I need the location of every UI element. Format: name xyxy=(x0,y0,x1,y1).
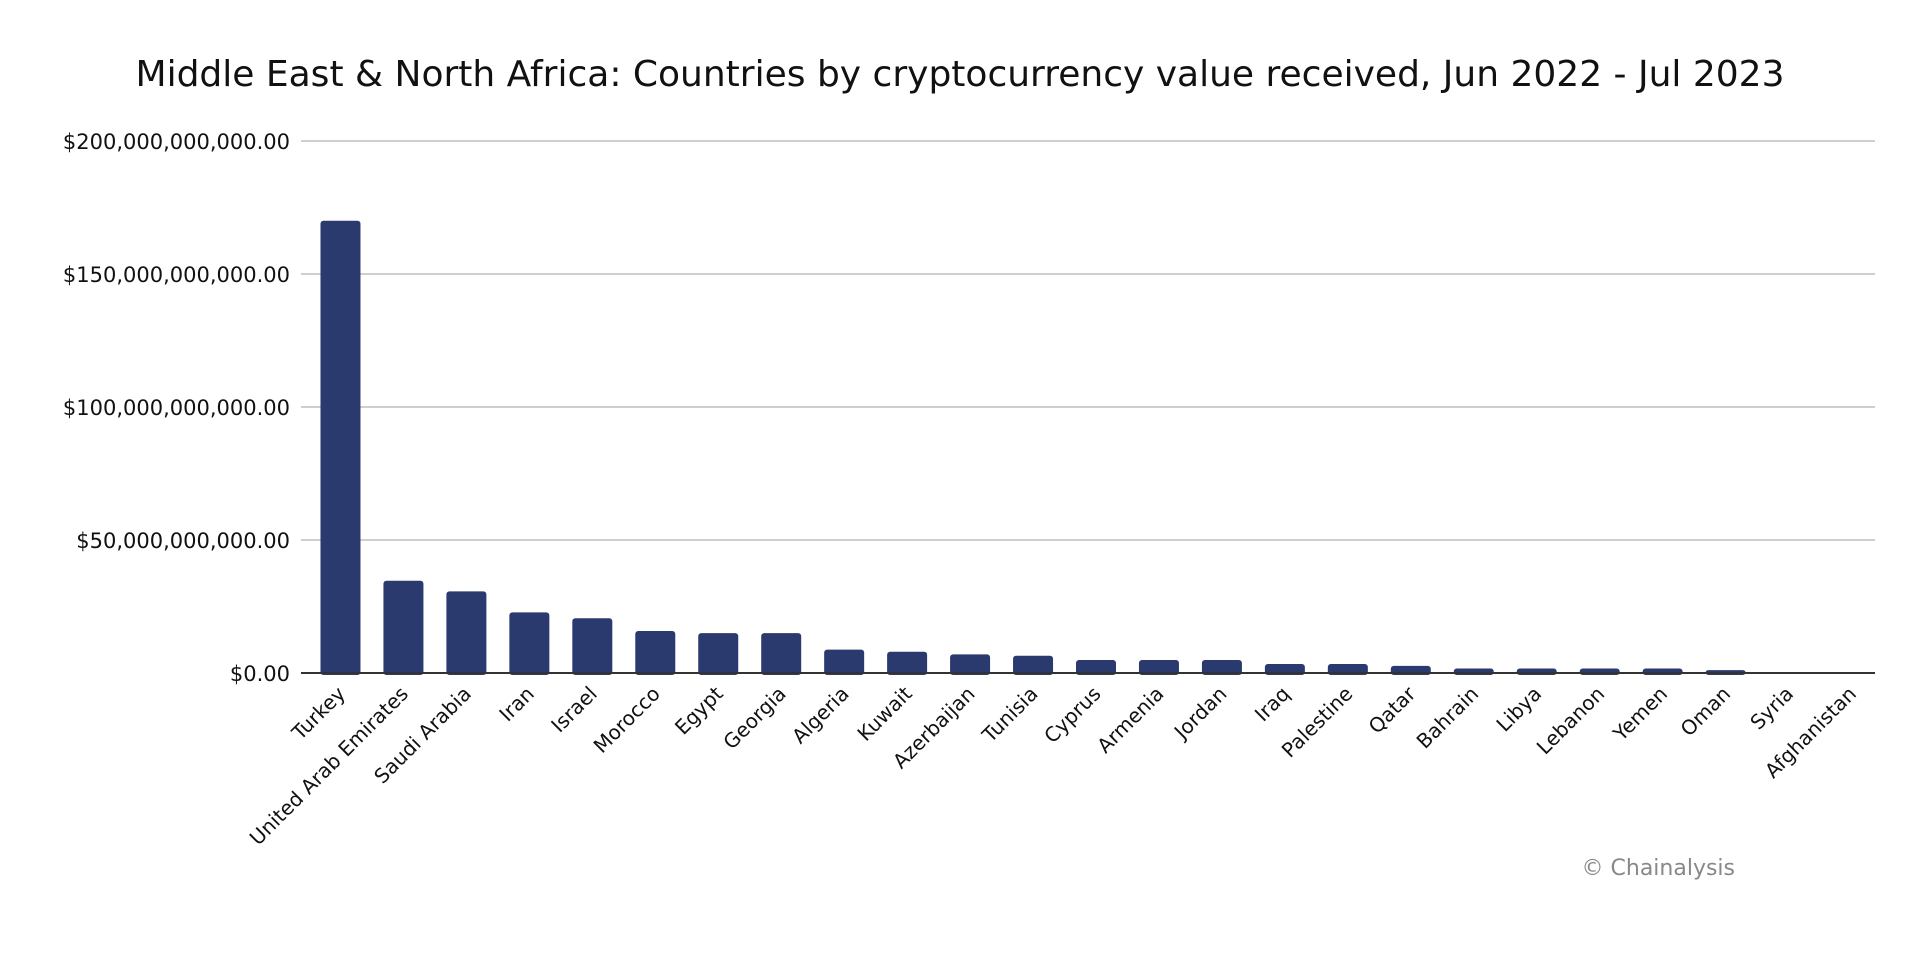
x-tick-label: Oman xyxy=(1676,682,1736,742)
x-tick-label: Armenia xyxy=(1092,682,1168,758)
x-tick-label: Georgia xyxy=(718,682,790,754)
bar-cyprus xyxy=(1076,659,1116,675)
x-tick-label: Jordan xyxy=(1168,682,1231,745)
y-tick-label: $200,000,000,000.00 xyxy=(63,130,290,154)
y-tick-label: $100,000,000,000.00 xyxy=(63,396,290,420)
bar-kuwait xyxy=(887,651,928,675)
bar-lebanon xyxy=(1579,668,1620,675)
x-tick-label: Syria xyxy=(1745,682,1798,735)
chainalysis-credit: © Chainalysis xyxy=(1582,856,1735,881)
bar-turkey xyxy=(320,220,361,676)
bars xyxy=(320,220,1746,676)
bar-azerbaijan xyxy=(950,654,991,675)
bar-united-arab-emirates xyxy=(383,580,424,675)
chart-title: Middle East & North Africa: Countries by… xyxy=(136,54,1785,95)
bar-algeria xyxy=(824,649,865,675)
y-tick-label: $50,000,000,000.00 xyxy=(76,529,290,553)
bar-tunisia xyxy=(1013,655,1054,675)
bar-bahrain xyxy=(1453,668,1494,675)
x-tick-label: Tunisia xyxy=(977,682,1043,748)
bar-israel xyxy=(572,618,613,675)
bar-iran xyxy=(509,612,550,675)
bar-libya xyxy=(1516,668,1557,675)
x-tick-label: Israel xyxy=(546,682,602,738)
gridlines xyxy=(301,140,1875,674)
bar-egypt xyxy=(698,633,739,675)
bar-jordan xyxy=(1201,659,1242,675)
x-tick-label: Algeria xyxy=(787,682,854,749)
bar-armenia xyxy=(1138,659,1179,675)
bar-morocco xyxy=(635,630,676,675)
x-tick-label: Libya xyxy=(1491,682,1546,737)
x-tick-label: Iraq xyxy=(1250,682,1295,727)
x-tick-label: Bahrain xyxy=(1412,682,1484,754)
x-tick-label: Qatar xyxy=(1364,681,1421,738)
bar-saudi-arabia xyxy=(446,591,487,675)
bar-georgia xyxy=(761,633,802,675)
x-tick-label: Egypt xyxy=(670,681,728,739)
y-axis-ticks: $0.00 $50,000,000,000.00 $100,000,000,000.… xyxy=(63,130,290,686)
bar-yemen xyxy=(1642,668,1683,675)
y-tick-label: $0.00 xyxy=(230,662,290,686)
y-tick-label: $150,000,000,000.00 xyxy=(63,263,290,287)
x-tick-label: Morocco xyxy=(589,682,665,758)
x-tick-label: Lebanon xyxy=(1532,682,1610,760)
x-tick-label: Yemen xyxy=(1608,682,1673,747)
x-tick-label: Iran xyxy=(494,682,539,727)
